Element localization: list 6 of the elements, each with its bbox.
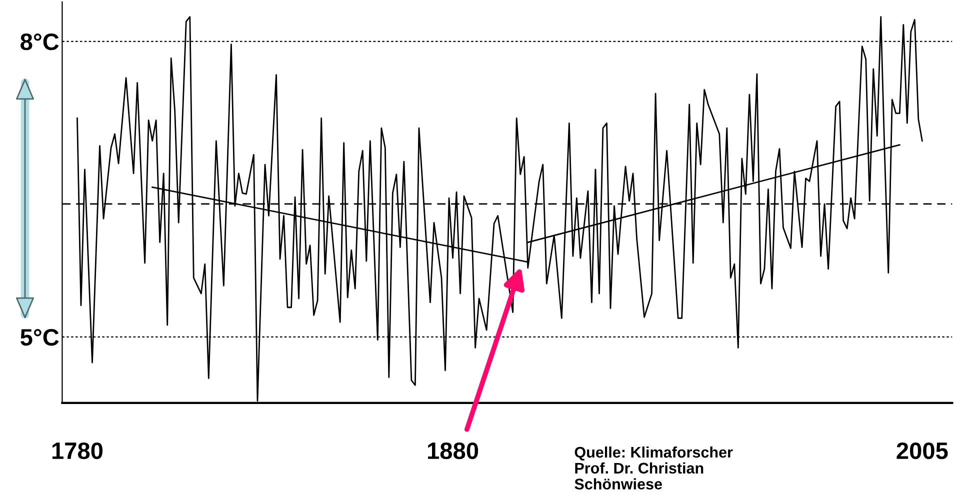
x-tick-label: 1780 [52, 442, 103, 460]
x-tick-label: 2005 [896, 442, 948, 460]
y-tick-label: 8°C [20, 33, 59, 50]
y-tick-label: 5°C [20, 328, 59, 346]
source-note: Quelle: Klimaforscher Prof. Dr. Christian Schönwiese [574, 446, 733, 490]
x-tick-label: 1880 [428, 442, 478, 460]
